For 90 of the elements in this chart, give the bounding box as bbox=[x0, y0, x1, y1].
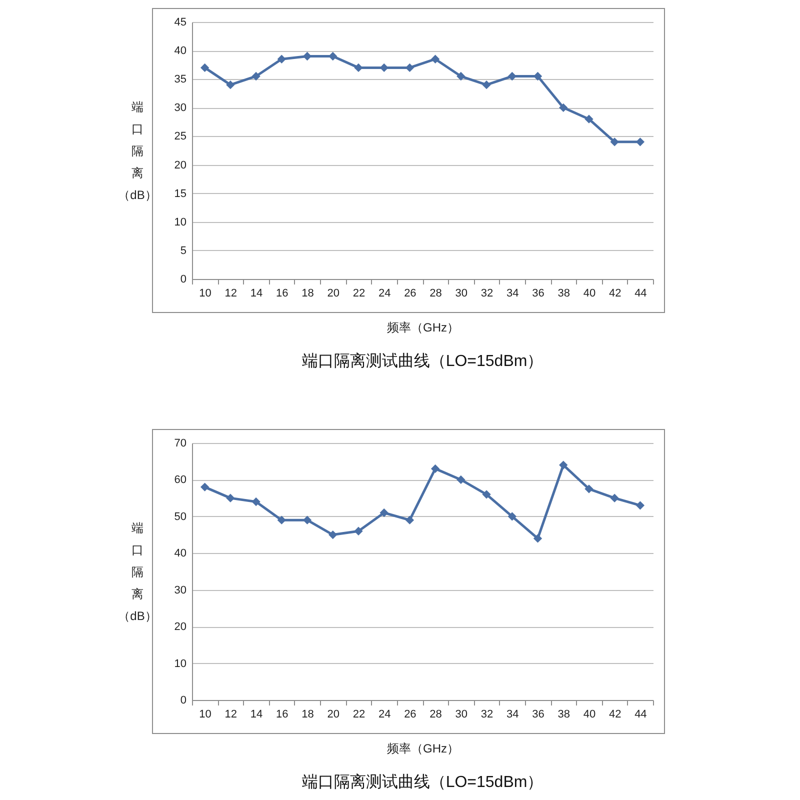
x-tick-label: 12 bbox=[224, 708, 238, 720]
y-tick-label: 15 bbox=[174, 188, 186, 200]
point bbox=[252, 72, 260, 81]
text: 端口隔离测试曲线（LO=15dBm） bbox=[302, 352, 544, 370]
point bbox=[200, 482, 210, 492]
y-tick-label: 35 bbox=[174, 74, 186, 86]
y-tick-label: 30 bbox=[174, 584, 186, 596]
x-tick-label: 24 bbox=[378, 288, 391, 300]
x-tick-label: 40 bbox=[583, 708, 596, 720]
x-axis-title: 频率（GHz） bbox=[387, 742, 459, 756]
y-tick-label: 70 bbox=[174, 438, 186, 450]
y-tick-label: 10 bbox=[174, 658, 186, 670]
point bbox=[277, 516, 286, 524]
x-tick-label: 32 bbox=[480, 708, 494, 720]
y-tick-label: 40 bbox=[174, 548, 186, 560]
x-tick-label: 42 bbox=[608, 288, 622, 300]
point bbox=[252, 497, 260, 506]
x-axis-title: 频率（GHz） bbox=[387, 320, 459, 334]
point bbox=[559, 103, 568, 112]
x-tick-label: 30 bbox=[455, 708, 468, 720]
x-tick-label: 18 bbox=[302, 708, 314, 720]
point bbox=[636, 138, 645, 146]
point bbox=[226, 80, 235, 90]
x-tick-label: 24 bbox=[378, 708, 391, 720]
point bbox=[277, 54, 286, 64]
x-tick-label: 16 bbox=[276, 288, 288, 300]
point bbox=[405, 516, 414, 524]
point bbox=[430, 54, 440, 64]
point bbox=[636, 501, 645, 510]
x-tick-label: 42 bbox=[608, 708, 622, 720]
x-tick-label: 26 bbox=[404, 288, 416, 300]
y-tick-label: 5 bbox=[180, 244, 186, 257]
point bbox=[482, 490, 491, 499]
point bbox=[508, 72, 516, 81]
y-tick-label: 40 bbox=[174, 45, 186, 58]
y-axis-title: 端口隔离（dB） bbox=[118, 521, 157, 623]
x-tick-label: 44 bbox=[634, 708, 647, 720]
point bbox=[328, 52, 338, 61]
y-tick-label: 10 bbox=[174, 216, 186, 228]
point bbox=[456, 72, 466, 81]
point bbox=[354, 526, 363, 536]
point bbox=[610, 494, 619, 502]
y-tick-label: 20 bbox=[174, 159, 186, 172]
x-tick-label: 32 bbox=[480, 288, 494, 300]
y-tick-label: 0 bbox=[180, 274, 186, 286]
point bbox=[508, 512, 516, 521]
text: 端口隔离测试曲线（LO=15dBm） bbox=[302, 773, 544, 791]
x-tick-label: 20 bbox=[327, 708, 340, 720]
x-tick-label: 12 bbox=[224, 288, 238, 300]
y-tick-label: 25 bbox=[174, 130, 186, 143]
x-tick-label: 30 bbox=[455, 288, 468, 300]
y-axis-title: 端口隔离（dB） bbox=[118, 100, 157, 202]
x-tick-label: 44 bbox=[634, 288, 647, 300]
x-tick-label: 28 bbox=[430, 708, 442, 720]
point bbox=[559, 460, 568, 470]
x-tick-label: 14 bbox=[250, 708, 263, 720]
point bbox=[533, 534, 542, 543]
x-tick-label: 26 bbox=[404, 708, 416, 720]
y-tick-label: 30 bbox=[174, 102, 186, 114]
y-tick-label: 0 bbox=[180, 694, 186, 706]
x-tick-label: 34 bbox=[506, 288, 519, 300]
x-tick-label: 38 bbox=[558, 708, 570, 720]
x-tick-label: 20 bbox=[327, 288, 340, 300]
point bbox=[328, 530, 338, 540]
x-tick-label: 22 bbox=[352, 708, 366, 720]
point bbox=[584, 484, 594, 494]
x-tick-label: 36 bbox=[532, 288, 544, 300]
x-tick-label: 36 bbox=[532, 708, 544, 720]
x-tick-label: 16 bbox=[276, 708, 288, 720]
point bbox=[456, 475, 466, 484]
y-tick-label: 60 bbox=[174, 474, 186, 486]
x-tick-label: 10 bbox=[199, 708, 212, 720]
point bbox=[610, 138, 619, 146]
x-tick-label: 40 bbox=[583, 288, 596, 300]
x-tick-label: 34 bbox=[506, 708, 519, 720]
x-tick-label: 28 bbox=[430, 288, 442, 300]
point bbox=[200, 63, 210, 72]
x-tick-label: 14 bbox=[250, 288, 263, 300]
x-tick-label: 38 bbox=[558, 288, 570, 300]
x-tick-label: 18 bbox=[302, 288, 314, 300]
point bbox=[482, 80, 491, 90]
point bbox=[226, 494, 235, 502]
point bbox=[430, 464, 440, 474]
y-tick-label: 50 bbox=[174, 510, 186, 523]
x-tick-label: 22 bbox=[352, 288, 366, 300]
point bbox=[584, 114, 594, 124]
y-tick-label: 20 bbox=[174, 621, 186, 634]
point bbox=[380, 508, 388, 518]
x-tick-label: 10 bbox=[199, 288, 212, 300]
y-tick-label: 45 bbox=[174, 16, 186, 28]
